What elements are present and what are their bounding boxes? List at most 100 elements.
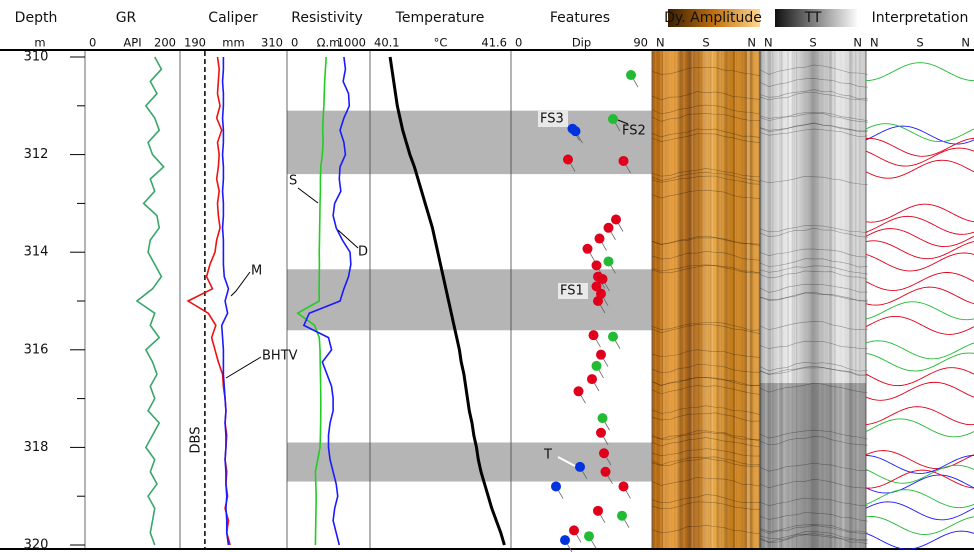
- image-texture: [842, 51, 844, 548]
- image-texture: [843, 51, 846, 548]
- feature-dip: [573, 386, 584, 397]
- image-fracture: [759, 367, 869, 377]
- image-fracture: [651, 377, 761, 387]
- track-unit: Dip: [572, 36, 591, 50]
- image-texture: [748, 51, 751, 548]
- image-texture: [785, 51, 787, 548]
- arrow: [297, 187, 319, 204]
- image-texture: [743, 51, 746, 548]
- image-fracture: [759, 524, 869, 533]
- image-texture: [756, 51, 759, 548]
- feature-dip: [570, 126, 581, 137]
- feature-dip: [603, 222, 614, 233]
- image-fracture: [759, 175, 869, 186]
- interpreted-sinusoid: [865, 228, 974, 248]
- interpreted-sinusoid: [865, 530, 974, 550]
- interpreted-sinusoid: [865, 469, 974, 489]
- image-texture: [706, 51, 708, 548]
- feature-dip: [626, 70, 636, 81]
- image-texture: [833, 51, 836, 548]
- image-texture: [831, 51, 835, 548]
- image-texture: [663, 51, 665, 548]
- scale-min: 0: [291, 36, 298, 50]
- image-texture: [770, 51, 772, 548]
- feature-dip: [618, 155, 629, 166]
- interpreted-sinusoid: [865, 315, 974, 335]
- image-texture: [674, 51, 677, 548]
- image-texture: [662, 51, 665, 548]
- image-texture: [748, 51, 751, 548]
- image-texture: [778, 51, 780, 548]
- interpreted-sinusoid: [865, 464, 974, 484]
- image-texture: [654, 51, 656, 548]
- feature-dip: [582, 243, 593, 254]
- feature-dip: [618, 481, 629, 492]
- image-texture: [722, 51, 724, 548]
- amplitude-colorbar: [668, 9, 760, 27]
- track-unit: mm: [222, 36, 244, 50]
- image-texture: [689, 51, 691, 548]
- feature-dip: [617, 510, 627, 521]
- feature-dip: [551, 481, 561, 492]
- image-texture: [668, 51, 671, 548]
- image-texture: [848, 51, 851, 548]
- image-texture: [745, 51, 749, 548]
- image-fracture: [651, 133, 761, 144]
- image-fracture: [651, 525, 761, 535]
- image-texture: [711, 51, 713, 548]
- image-texture: [680, 51, 683, 548]
- image-texture: [709, 51, 712, 548]
- image-fracture: [651, 456, 761, 466]
- arrow: [230, 271, 251, 297]
- interpreted-sinusoid: [865, 450, 974, 470]
- image-texture: [657, 51, 659, 548]
- image-texture: [737, 51, 739, 548]
- track-unit: m: [34, 36, 45, 50]
- image-texture: [746, 51, 749, 548]
- track-unit: Ω.m: [317, 36, 341, 50]
- image-texture: [741, 51, 744, 548]
- image-fracture: [651, 168, 761, 177]
- feature-dip: [588, 330, 599, 341]
- image-fracture: [651, 250, 761, 261]
- image-texture: [674, 51, 676, 548]
- image-texture: [744, 51, 747, 548]
- interpreted-sinusoid: [865, 367, 974, 387]
- image-fracture: [651, 364, 761, 374]
- image-fracture: [759, 291, 869, 303]
- image-fracture: [759, 292, 869, 302]
- image-texture: [771, 51, 773, 548]
- image-fracture: [759, 225, 869, 234]
- image-texture: [656, 51, 658, 548]
- image-texture: [760, 51, 763, 548]
- image-texture: [703, 51, 706, 548]
- image-texture: [769, 51, 771, 548]
- interval-band: [287, 442, 652, 482]
- interpreted-sinusoid: [865, 272, 974, 291]
- image-texture: [678, 51, 681, 548]
- image-texture: [715, 51, 718, 548]
- image-texture: [688, 51, 689, 548]
- image-texture: [829, 51, 831, 548]
- image-texture: [859, 51, 862, 548]
- image-fracture: [651, 235, 761, 245]
- image-texture: [784, 51, 786, 548]
- feature-dip: [584, 531, 594, 542]
- image-fracture: [651, 237, 761, 246]
- image-texture: [679, 51, 682, 548]
- image-fracture: [651, 113, 761, 122]
- image-fracture: [759, 122, 869, 133]
- track-title: TT: [804, 10, 822, 26]
- feature-dip: [600, 466, 611, 477]
- amplitude-image: [652, 51, 760, 548]
- image-texture: [781, 51, 783, 548]
- image-texture: [855, 51, 857, 548]
- image-texture: [691, 51, 694, 548]
- annotation: S: [289, 174, 297, 189]
- image-texture: [746, 51, 749, 548]
- image-texture: [779, 51, 781, 548]
- annotation: T: [543, 448, 552, 463]
- tt-image-dark: [760, 383, 866, 548]
- image-fracture: [651, 265, 761, 274]
- image-fracture: [651, 104, 761, 115]
